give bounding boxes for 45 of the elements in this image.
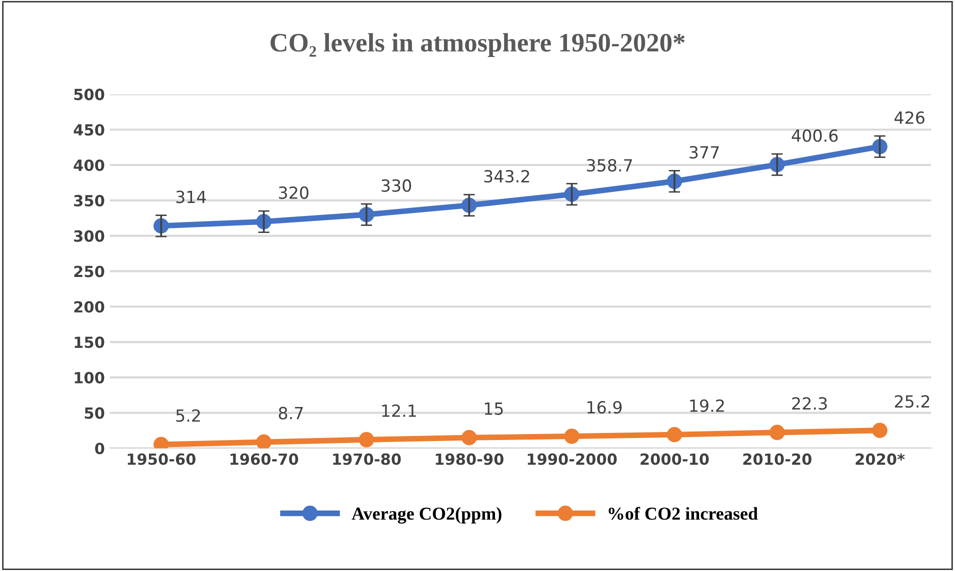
data-label: 22.3 bbox=[792, 397, 827, 410]
point bbox=[256, 434, 272, 448]
data-label: 343.2 bbox=[484, 170, 530, 183]
x-tick-label: 2010-20 bbox=[743, 453, 812, 465]
data-label: 426 bbox=[894, 111, 924, 124]
y-tick-label: 50 bbox=[84, 407, 104, 419]
x-tick-label: 1970-80 bbox=[333, 453, 401, 465]
y-tick-label: 500 bbox=[74, 88, 104, 100]
point bbox=[358, 432, 374, 448]
data-label: 5.2 bbox=[176, 409, 200, 422]
y-tick-label: 350 bbox=[74, 194, 104, 206]
data-label: 8.7 bbox=[278, 406, 303, 420]
point bbox=[564, 428, 580, 444]
data-label: 314 bbox=[176, 190, 206, 204]
y-tick-label: 0 bbox=[95, 442, 104, 454]
chart-title: CO₂ levels in atmosphere 1950-2020* bbox=[270, 33, 685, 58]
point bbox=[462, 430, 477, 446]
point bbox=[769, 424, 785, 440]
legend-label: %of CO2 increased bbox=[608, 506, 758, 520]
y-tick-label: 150 bbox=[74, 336, 104, 348]
legend-label: Average CO2(ppm) bbox=[352, 507, 502, 524]
y-tick-label: 250 bbox=[74, 266, 104, 278]
x-tick-label: 1990-2000 bbox=[528, 453, 617, 465]
data-label: 19.2 bbox=[690, 399, 724, 412]
data-label: 25.2 bbox=[894, 395, 930, 408]
y-tick-label: 300 bbox=[74, 230, 104, 242]
data-label: 330 bbox=[382, 179, 412, 192]
x-tick-label: 1960-70 bbox=[230, 453, 298, 465]
y-tick-label: 200 bbox=[74, 301, 104, 313]
data-label: 16.9 bbox=[588, 400, 622, 414]
x-tick-label: 2000-10 bbox=[640, 453, 709, 465]
data-label: 15 bbox=[484, 402, 503, 415]
data-label: 358.7 bbox=[586, 158, 632, 172]
y-tick-label: 100 bbox=[74, 372, 104, 384]
x-tick-label: 1980-90 bbox=[436, 453, 504, 465]
data-label: 400.6 bbox=[792, 129, 838, 142]
data-label: 12.1 bbox=[382, 404, 416, 417]
y-tick-label: 400 bbox=[74, 159, 104, 172]
x-tick-label: 2020* bbox=[856, 453, 905, 465]
point bbox=[666, 427, 682, 442]
point bbox=[872, 422, 888, 438]
x-tick-label: 1950-60 bbox=[128, 453, 196, 465]
data-label: 377 bbox=[690, 146, 719, 159]
data-label: 320 bbox=[278, 186, 308, 199]
y-tick-label: 450 bbox=[74, 124, 104, 136]
